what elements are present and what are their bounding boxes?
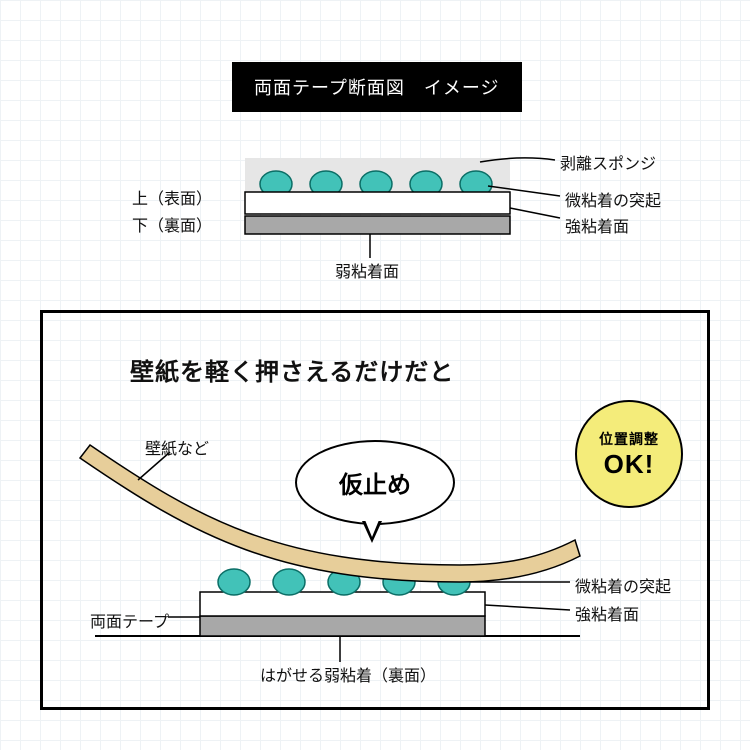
label-wallpaper: 壁紙など: [145, 435, 209, 459]
label-weak-adhesive-2: はがせる弱粘着（裏面）: [260, 662, 436, 686]
label-micro-bumps-2: 微粘着の突起: [575, 573, 671, 597]
label-strong-adhesive-2: 強粘着面: [575, 601, 639, 625]
label-tape: 両面テープ: [90, 608, 169, 632]
section2-diagram: [0, 0, 750, 750]
